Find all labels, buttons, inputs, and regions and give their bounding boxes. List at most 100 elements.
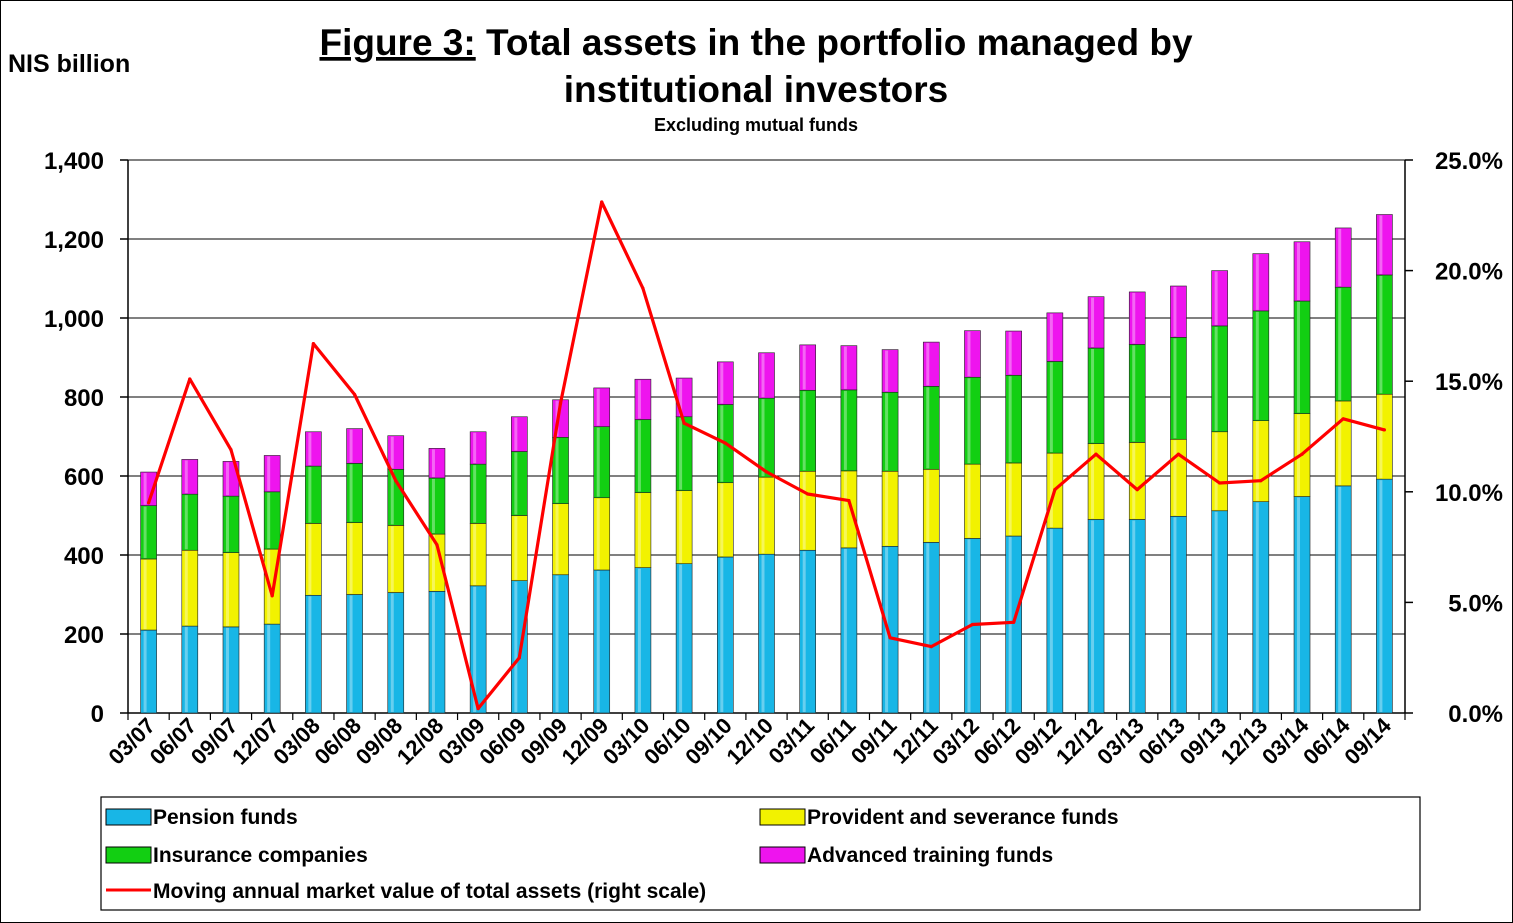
y-tick-label: 1,400	[44, 148, 104, 175]
chart-subtitle: Excluding mutual funds	[654, 115, 858, 135]
y2-tick-label: 25.0%	[1435, 148, 1503, 175]
bar-segment	[593, 387, 611, 427]
bar-highlight	[1255, 311, 1259, 420]
bar-highlight	[143, 559, 147, 630]
bar-highlight	[1297, 242, 1301, 301]
bar-segment	[840, 345, 858, 391]
bar-segment	[840, 547, 858, 714]
bar-segment	[305, 594, 322, 714]
bar-highlight	[926, 470, 930, 542]
bar-segment	[1334, 286, 1352, 402]
line-point	[764, 470, 769, 474]
x-tick-label: 06/10	[639, 713, 696, 770]
y-tick-label: 1,200	[44, 227, 104, 254]
bar-segment	[1376, 478, 1393, 714]
bar-segment	[1128, 291, 1146, 345]
bar-highlight	[926, 343, 930, 386]
bar-highlight	[514, 417, 518, 451]
bar-highlight	[1091, 349, 1095, 443]
legend-label-moving-annual-line: Moving annual market value of total asse…	[153, 880, 706, 903]
bar-highlight	[1173, 517, 1177, 712]
bar-segment	[263, 491, 281, 550]
bar-highlight	[679, 379, 683, 416]
line-point	[847, 499, 851, 503]
bar-segment	[1005, 462, 1022, 537]
bar-highlight	[143, 631, 147, 712]
bar-segment	[717, 482, 734, 558]
bar-highlight	[720, 362, 724, 404]
bar-highlight	[802, 391, 806, 471]
bar-segment	[1087, 296, 1105, 349]
x-tick-label: 03/09	[433, 713, 490, 770]
bar-segment	[387, 592, 405, 714]
bar-highlight	[1338, 401, 1342, 485]
bar-highlight	[431, 592, 435, 712]
bar-segment	[922, 386, 940, 470]
bar-segment	[263, 623, 281, 714]
bar-segment	[881, 349, 899, 393]
chart-title-line2: institutional investors	[564, 69, 948, 110]
bar-segment	[964, 330, 981, 378]
bar-highlight	[349, 464, 353, 522]
x-tick-label: 06/07	[145, 713, 202, 770]
bar-segment	[881, 391, 899, 472]
bar-segment	[1211, 325, 1228, 433]
bar-segment	[634, 419, 652, 493]
bar-highlight	[225, 462, 229, 496]
bar-highlight	[843, 346, 847, 389]
line-point	[1012, 620, 1016, 624]
bar-segment	[222, 495, 240, 553]
bar-highlight	[637, 420, 641, 492]
bar-highlight	[267, 625, 271, 712]
bar-highlight	[1379, 275, 1383, 394]
bar-highlight	[802, 551, 806, 712]
bar-highlight	[349, 429, 353, 463]
x-tick-label: 03/14	[1257, 712, 1314, 769]
bar-segment	[1128, 442, 1146, 520]
bar-highlight	[390, 436, 394, 469]
line-point	[682, 421, 686, 425]
legend: Pension funds Provident and severance fu…	[100, 796, 1421, 911]
bar-segment	[1128, 519, 1146, 714]
legend-item-pension-funds: Pension funds	[105, 806, 298, 829]
bar-highlight	[1091, 444, 1095, 519]
bar-segment	[840, 470, 858, 549]
line-point	[394, 479, 398, 483]
y2-tick-label: 20.0%	[1435, 259, 1503, 286]
bar-segment	[1046, 312, 1064, 362]
bar-highlight	[1338, 486, 1342, 712]
bar-highlight	[225, 627, 229, 712]
bar-segment	[511, 515, 528, 581]
x-tick-label: 09/11	[846, 713, 902, 769]
bar-highlight	[637, 380, 641, 419]
bar-segment	[840, 389, 858, 472]
bar-highlight	[390, 526, 394, 592]
legend-label-insurance-companies: Insurance companies	[153, 844, 368, 867]
bar-highlight	[679, 491, 683, 563]
bar-segment	[717, 556, 734, 714]
bar-segment	[428, 448, 446, 479]
line-point	[188, 377, 192, 381]
bar-segment	[593, 426, 611, 499]
bar-highlight	[143, 506, 147, 558]
legend-label-advanced-training-funds: Advanced training funds	[807, 844, 1053, 867]
bar-highlight	[555, 438, 559, 503]
bar-segment	[593, 497, 611, 571]
chart-title-prefix: Figure 3:	[319, 22, 475, 63]
line-point	[888, 636, 892, 640]
bar-segment	[1005, 374, 1022, 464]
legend-item-provident-funds: Provident and severance funds	[759, 806, 1119, 829]
bar-segment	[1211, 510, 1228, 714]
bar-segment	[140, 471, 157, 506]
bar-highlight	[184, 551, 188, 626]
bar-highlight	[679, 564, 683, 712]
bar-highlight	[596, 571, 600, 712]
bar-segment	[387, 525, 405, 593]
x-tick-label: 03/10	[598, 713, 655, 770]
bar-highlight	[1255, 502, 1259, 712]
bar-highlight	[1049, 454, 1053, 528]
bar-segment	[552, 503, 569, 576]
bar-segment	[964, 376, 981, 465]
bar-segment	[1293, 241, 1311, 302]
bar-segment	[881, 546, 899, 714]
